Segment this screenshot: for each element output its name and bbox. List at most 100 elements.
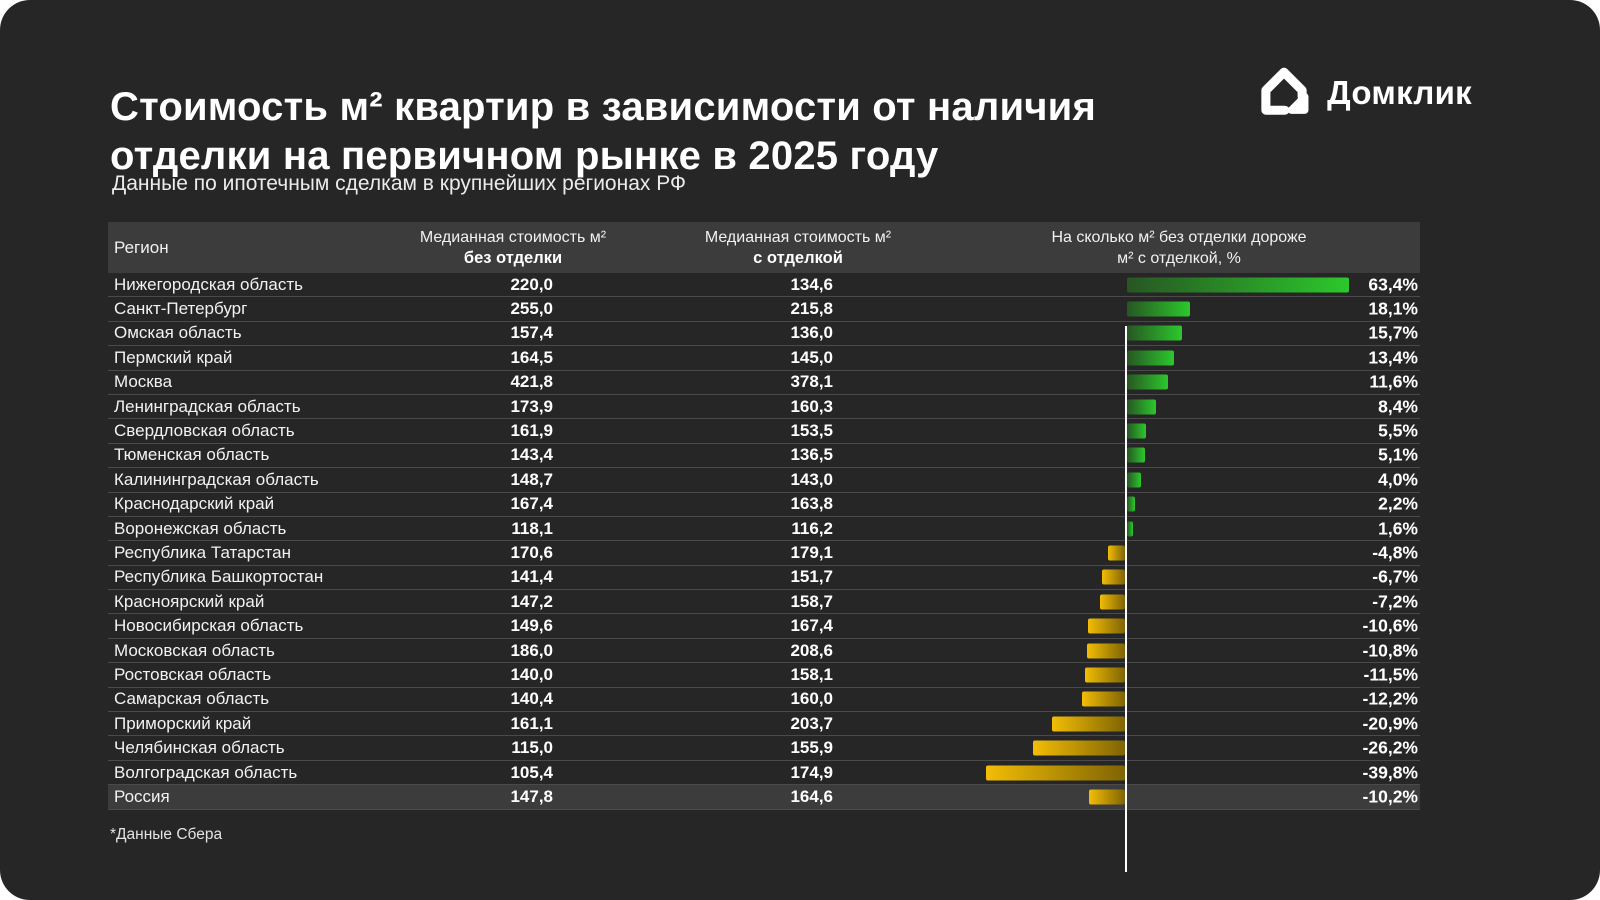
price-with-finish-value: 136,0	[790, 323, 833, 343]
region-name: Воронежская область	[114, 518, 287, 538]
price-with-finish-value: 163,8	[790, 494, 833, 514]
column-header-diff-percent-line2: м² с отделкой, %	[1117, 249, 1241, 267]
price-with-finish-value: 155,9	[790, 738, 833, 758]
diff-bar-cell: 18,1%	[833, 297, 1420, 320]
diff-percent-label: 4,0%	[1378, 469, 1418, 490]
diff-bar-cell: 11,6%	[833, 371, 1420, 394]
price-no-finish-value: 149,6	[510, 616, 553, 636]
diff-bar	[985, 765, 1125, 780]
region-name: Калининградская область	[114, 469, 319, 489]
column-header-price-with-finish-line1: Медианная стоимость м²	[704, 228, 892, 246]
region-name: Республика Татарстан	[114, 542, 291, 562]
region-name: Пермский край	[114, 347, 233, 367]
table-row: Ростовская область 140,0 158,1 -11,5%	[108, 663, 1420, 688]
column-header-price-no-finish: Медианная стоимость м² без отделки	[368, 227, 658, 269]
diff-bar	[1127, 301, 1191, 317]
diff-percent-label: -26,2%	[1362, 737, 1418, 758]
domclick-logo-text: Домклик	[1327, 74, 1472, 111]
region-name: Самарская область	[114, 689, 270, 709]
diff-percent-label: 63,4%	[1368, 274, 1418, 295]
table-row: Тюменская область 143,4 136,5 5,1%	[108, 444, 1420, 469]
region-name: Челябинская область	[114, 738, 285, 758]
diff-bar-cell: -6,7%	[833, 566, 1420, 589]
price-no-finish-value: 140,4	[510, 689, 553, 709]
region-name: Москва	[114, 372, 173, 392]
page-title: Стоимость м² квартир в зависимости от на…	[110, 83, 1240, 181]
diff-percent-label: -11,5%	[1363, 664, 1418, 685]
region-name: Краснодарский край	[114, 494, 275, 514]
price-no-finish-value: 173,9	[510, 396, 553, 416]
regions-table: Регион Медианная стоимость м² без отделк…	[108, 222, 1420, 872]
diff-bar-cell: 13,4%	[833, 346, 1420, 369]
price-with-finish-value: 116,2	[791, 518, 833, 538]
price-with-finish-value: 378,1	[790, 372, 833, 392]
column-header-diff-percent-line1: На сколько м² без отделки дороже	[1051, 228, 1307, 246]
table-row: Республика Башкортостан 141,4 151,7 -6,7…	[108, 566, 1420, 591]
diff-bar	[1127, 325, 1182, 341]
diff-percent-label: -10,8%	[1362, 640, 1418, 661]
diff-bar-cell: -20,9%	[833, 712, 1420, 735]
diff-bar	[1127, 447, 1145, 463]
table-row: Красноярский край 147,2 158,7 -7,2%	[108, 590, 1420, 615]
diff-percent-label: -12,2%	[1362, 688, 1418, 709]
diff-bar-cell: 5,1%	[833, 444, 1420, 467]
diff-bar	[1108, 545, 1125, 561]
region-name: Московская область	[114, 640, 275, 660]
page-title-line2: отделки на первичном рынке в 2025 году	[110, 133, 939, 178]
price-with-finish-value: 208,6	[790, 640, 833, 660]
table-row: Москва 421,8 378,1 11,6%	[108, 371, 1420, 395]
region-name: Волгоградская область	[114, 762, 298, 782]
diff-bar-cell: 1,6%	[833, 517, 1420, 540]
table-row: Санкт-Петербург 255,0 215,8 18,1%	[108, 297, 1420, 322]
region-name: Приморский край	[114, 713, 252, 733]
price-no-finish-value: 255,0	[510, 299, 553, 319]
price-with-finish-value: 143,0	[790, 469, 833, 489]
price-no-finish-value: 161,9	[510, 421, 553, 441]
diff-percent-label: 18,1%	[1368, 298, 1418, 319]
table-row: Нижегородская область 220,0 134,6 63,4%	[108, 273, 1420, 298]
diff-bar	[1127, 277, 1349, 293]
diff-bar	[1082, 691, 1125, 707]
region-name: Россия	[114, 786, 170, 806]
zero-axis-line	[1125, 326, 1127, 872]
table-row: Приморский край 161,1 203,7 -20,9%	[108, 712, 1420, 737]
diff-bar	[1127, 350, 1174, 366]
diff-bar-cell: -10,8%	[833, 639, 1420, 662]
diff-bar	[1127, 374, 1168, 390]
table-row: Краснодарский край 167,4 163,8 2,2%	[108, 493, 1420, 517]
price-with-finish-value: 179,1	[790, 542, 833, 562]
price-with-finish-value: 145,0	[790, 347, 833, 367]
price-with-finish-value: 167,4	[790, 616, 833, 636]
region-name: Тюменская область	[114, 445, 270, 465]
diff-bar	[1099, 594, 1125, 610]
price-no-finish-value: 143,4	[510, 445, 553, 465]
table-header-row: Регион Медианная стоимость м² без отделк…	[108, 222, 1420, 273]
table-row: Волгоградская область 105,4 174,9 -39,8%	[108, 761, 1420, 786]
price-no-finish-value: 147,8	[510, 786, 553, 806]
diff-percent-label: -4,8%	[1372, 542, 1418, 563]
region-name: Нижегородская область	[114, 274, 303, 294]
table-row: Московская область 186,0 208,6 -10,8%	[108, 639, 1420, 664]
diff-percent-label: 13,4%	[1368, 347, 1418, 368]
diff-percent-label: 5,1%	[1378, 444, 1418, 465]
column-header-price-no-finish-line2: без отделки	[463, 248, 563, 267]
table-row: Пермский край 164,5 145,0 13,4%	[108, 346, 1420, 371]
diff-bar	[1127, 399, 1157, 415]
price-no-finish-value: 157,4	[510, 323, 553, 343]
price-no-finish-value: 220,0	[510, 274, 553, 294]
diff-bar	[1089, 789, 1125, 805]
diff-bar	[1084, 667, 1125, 683]
data-source-note: *Данные Сбера	[110, 826, 223, 843]
diff-bar-cell: -12,2%	[833, 688, 1420, 711]
region-name: Новосибирская область	[114, 616, 304, 636]
diff-bar	[1087, 618, 1125, 634]
column-header-region: Регион	[114, 238, 169, 257]
diff-bar	[1127, 472, 1141, 488]
diff-bar-cell: 63,4%	[833, 273, 1420, 296]
diff-bar-cell: -7,2%	[833, 590, 1420, 613]
table-body: Нижегородская область 220,0 134,6 63,4% …	[108, 273, 1420, 872]
diff-bar-cell: 2,2%	[833, 493, 1420, 516]
diff-bar-cell: -39,8%	[833, 761, 1420, 784]
price-no-finish-value: 148,7	[510, 469, 553, 489]
diff-percent-label: -7,2%	[1372, 591, 1418, 612]
